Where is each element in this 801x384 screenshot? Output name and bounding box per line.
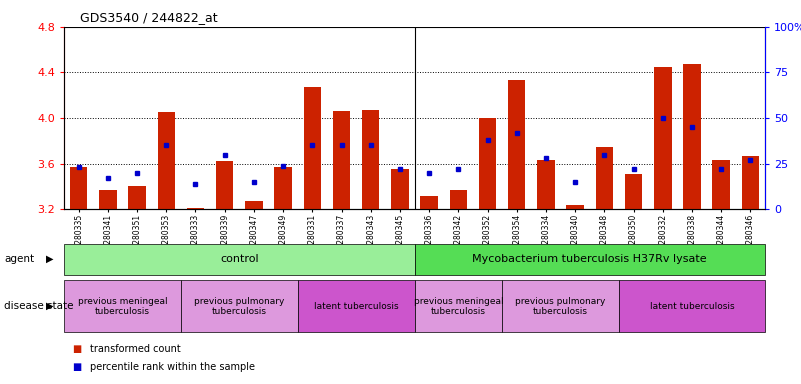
Bar xyxy=(742,156,759,209)
Bar xyxy=(362,110,380,209)
Bar xyxy=(596,147,613,209)
Bar xyxy=(70,167,87,209)
Bar xyxy=(683,65,701,209)
Bar xyxy=(158,113,175,209)
Text: latent tuberculosis: latent tuberculosis xyxy=(314,302,398,311)
Bar xyxy=(712,160,730,209)
Text: ▶: ▶ xyxy=(46,254,54,264)
Text: GDS3540 / 244822_at: GDS3540 / 244822_at xyxy=(80,12,218,25)
Text: latent tuberculosis: latent tuberculosis xyxy=(650,302,735,311)
Text: ■: ■ xyxy=(72,362,82,372)
Text: previous meningeal
tuberculosis: previous meningeal tuberculosis xyxy=(413,296,503,316)
Bar xyxy=(654,67,671,209)
Bar xyxy=(216,161,233,209)
Bar xyxy=(245,201,263,209)
Bar xyxy=(508,81,525,209)
Bar xyxy=(625,174,642,209)
Bar xyxy=(449,190,467,209)
Bar xyxy=(421,195,438,209)
Text: Mycobacterium tuberculosis H37Rv lysate: Mycobacterium tuberculosis H37Rv lysate xyxy=(473,254,707,264)
Text: agent: agent xyxy=(4,254,34,264)
Text: previous pulmonary
tuberculosis: previous pulmonary tuberculosis xyxy=(515,296,606,316)
Bar xyxy=(187,208,204,209)
Bar xyxy=(332,111,350,209)
Bar xyxy=(391,169,409,209)
Text: disease state: disease state xyxy=(4,301,74,311)
Bar xyxy=(99,190,117,209)
Text: ■: ■ xyxy=(72,344,82,354)
Text: previous meningeal
tuberculosis: previous meningeal tuberculosis xyxy=(78,296,167,316)
Bar xyxy=(128,187,146,209)
Text: ▶: ▶ xyxy=(46,301,54,311)
Bar xyxy=(566,205,584,209)
Bar xyxy=(304,87,321,209)
Text: percentile rank within the sample: percentile rank within the sample xyxy=(90,362,255,372)
Text: previous pulmonary
tuberculosis: previous pulmonary tuberculosis xyxy=(194,296,284,316)
Bar xyxy=(274,167,292,209)
Bar xyxy=(537,160,554,209)
Bar xyxy=(479,118,497,209)
Text: control: control xyxy=(220,254,259,264)
Text: transformed count: transformed count xyxy=(90,344,180,354)
